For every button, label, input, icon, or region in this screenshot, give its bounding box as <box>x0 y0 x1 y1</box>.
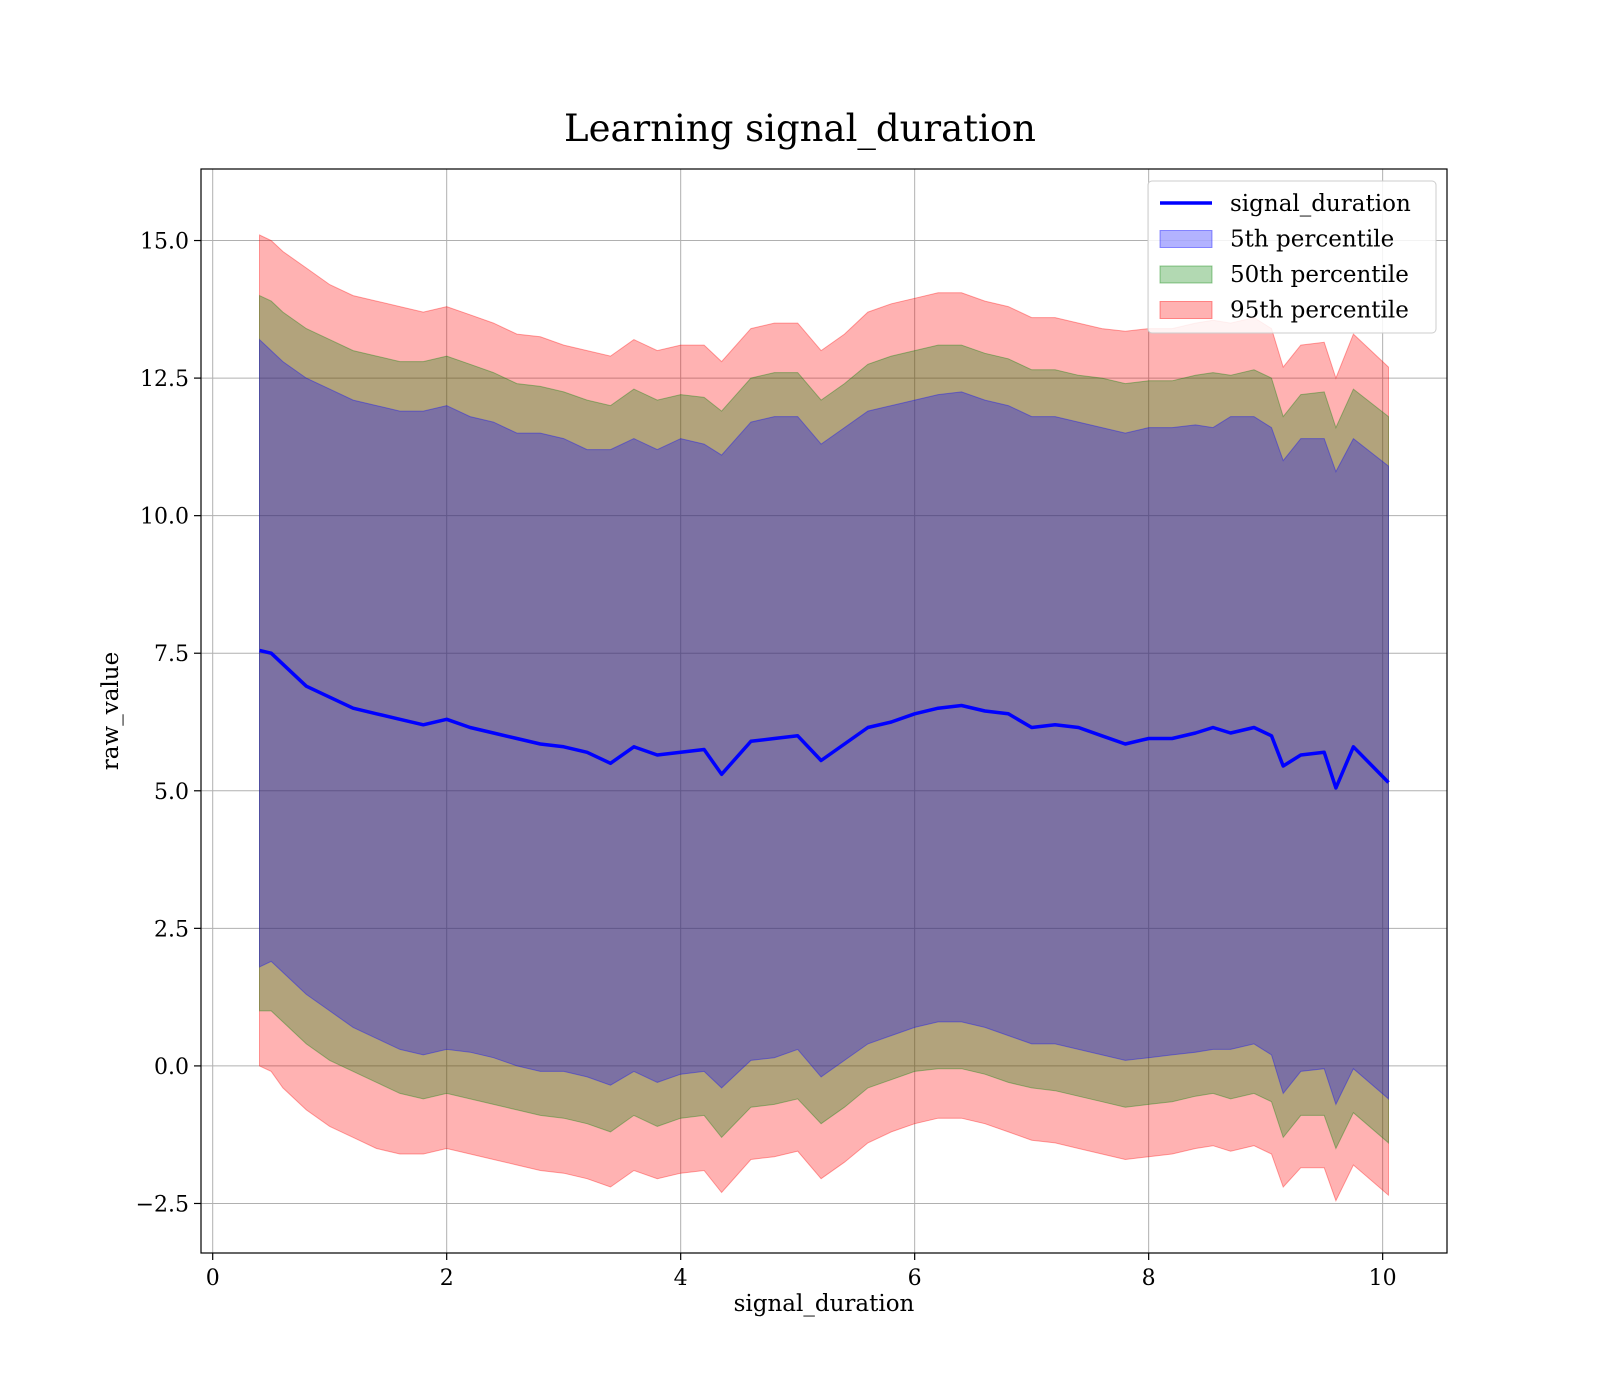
x-tick-label: 4 <box>674 1266 688 1291</box>
signal-duration-line-layer <box>259 648 1390 790</box>
y-tick-label: 15.0 <box>140 230 189 255</box>
legend-swatch <box>1159 265 1213 284</box>
chart-title: Learning signal_duration <box>564 107 1036 151</box>
y-tick-label: 5.0 <box>154 780 189 805</box>
x-tick-label: 10 <box>1369 1266 1397 1291</box>
50th-percentile-band <box>259 294 1389 1150</box>
percentile-bands <box>259 234 1389 1202</box>
y-axis-label: raw_value <box>98 652 124 770</box>
legend-swatch <box>1159 301 1213 319</box>
legend-frame <box>1147 180 1437 334</box>
plot-frame <box>200 168 1448 1254</box>
legend-entry-label: 5th percentile <box>1230 227 1394 253</box>
x-tick-label: 8 <box>1142 1266 1156 1291</box>
y-tick-label: 0.0 <box>154 1055 189 1080</box>
y-tick-label: 10.0 <box>140 505 189 530</box>
signal-duration-line <box>259 648 1390 790</box>
95th-percentile-band <box>259 234 1389 1202</box>
y-tick-label: −2.5 <box>136 1192 189 1217</box>
x-tick-label: 0 <box>206 1266 220 1291</box>
x-tick-label: 6 <box>908 1266 922 1291</box>
legend: signal_duration 5th percentile 50th percen… <box>1147 180 1437 334</box>
legend-entry-label: signal_duration <box>1230 191 1411 217</box>
x-axis-label: signal_duration <box>734 1291 915 1317</box>
5th-percentile-band <box>259 338 1389 1106</box>
x-axis-ticks: 0 2 4 6 8 10 <box>206 1253 1397 1291</box>
y-tick-label: 7.5 <box>154 642 189 667</box>
y-tick-label: 12.5 <box>140 367 189 392</box>
x-tick-label: 2 <box>440 1266 454 1291</box>
legend-swatch <box>1159 230 1213 248</box>
y-axis-ticks: −2.5 0.0 2.5 5.0 7.5 10.0 12.5 15.0 <box>136 230 201 1217</box>
y-tick-label: 2.5 <box>154 917 189 942</box>
legend-entry-label: 95th percentile <box>1230 298 1409 324</box>
legend-entry-label: 50th percentile <box>1230 262 1409 288</box>
